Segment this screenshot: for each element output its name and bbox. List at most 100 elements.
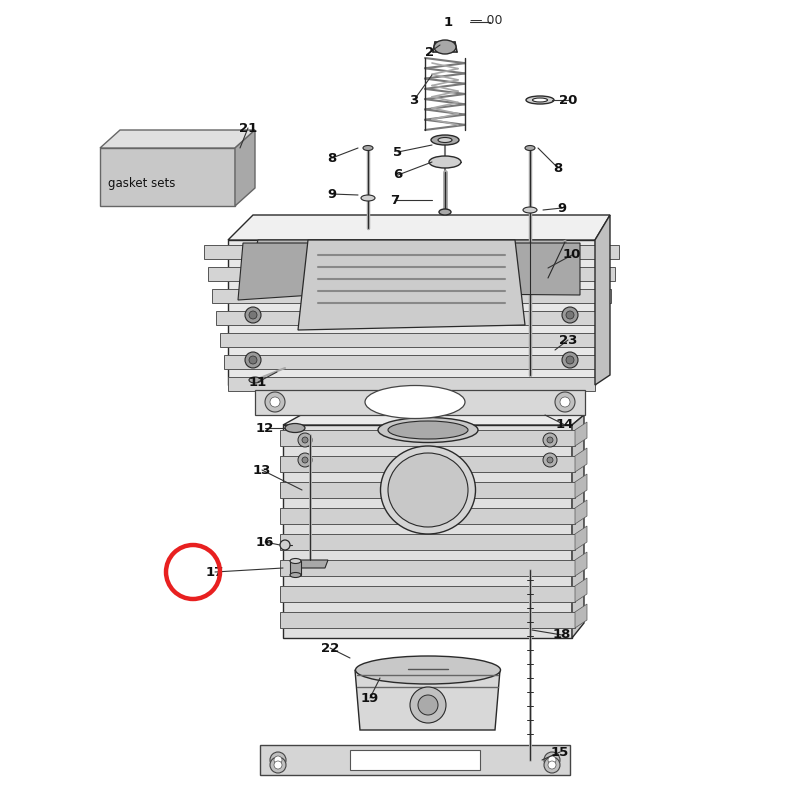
- Polygon shape: [204, 245, 619, 259]
- Circle shape: [298, 453, 312, 467]
- Circle shape: [543, 453, 557, 467]
- Circle shape: [274, 756, 282, 764]
- Polygon shape: [575, 552, 587, 576]
- Ellipse shape: [439, 209, 451, 215]
- Polygon shape: [575, 500, 587, 524]
- Text: 13: 13: [253, 463, 271, 477]
- Bar: [290, 561, 301, 575]
- Circle shape: [410, 687, 446, 723]
- Polygon shape: [228, 377, 595, 391]
- Text: 9: 9: [327, 187, 337, 201]
- Text: 21: 21: [239, 122, 257, 134]
- Circle shape: [562, 352, 578, 368]
- Polygon shape: [280, 560, 575, 576]
- Circle shape: [302, 457, 308, 463]
- Polygon shape: [575, 422, 587, 446]
- Ellipse shape: [249, 377, 261, 383]
- Text: 6: 6: [394, 169, 402, 182]
- Text: 5: 5: [394, 146, 402, 158]
- Ellipse shape: [429, 156, 461, 168]
- Circle shape: [548, 756, 556, 764]
- Ellipse shape: [285, 423, 305, 433]
- Ellipse shape: [431, 135, 459, 145]
- Ellipse shape: [363, 146, 373, 150]
- Text: 12: 12: [256, 422, 274, 434]
- Text: 8: 8: [327, 151, 337, 165]
- Polygon shape: [280, 508, 575, 524]
- Circle shape: [548, 761, 556, 769]
- Polygon shape: [280, 534, 575, 550]
- Circle shape: [245, 352, 261, 368]
- Polygon shape: [338, 243, 580, 295]
- Ellipse shape: [388, 453, 468, 527]
- Text: 14: 14: [556, 418, 574, 431]
- Polygon shape: [355, 670, 500, 730]
- Ellipse shape: [526, 96, 554, 104]
- Circle shape: [555, 392, 575, 412]
- Circle shape: [560, 397, 570, 407]
- Text: — 00: — 00: [470, 14, 502, 26]
- Polygon shape: [575, 578, 587, 602]
- Text: 8: 8: [554, 162, 562, 174]
- Polygon shape: [224, 355, 599, 369]
- Polygon shape: [228, 215, 610, 240]
- Text: 19: 19: [361, 691, 379, 705]
- Circle shape: [270, 752, 286, 768]
- Polygon shape: [283, 425, 572, 638]
- Ellipse shape: [388, 421, 468, 439]
- Ellipse shape: [523, 207, 537, 213]
- Circle shape: [249, 311, 257, 319]
- Polygon shape: [575, 448, 587, 472]
- Circle shape: [302, 437, 308, 443]
- Ellipse shape: [525, 146, 535, 150]
- Circle shape: [547, 437, 553, 443]
- Text: 18: 18: [553, 629, 571, 642]
- Polygon shape: [575, 604, 587, 628]
- Polygon shape: [280, 456, 575, 472]
- Polygon shape: [100, 148, 235, 206]
- Polygon shape: [575, 526, 587, 550]
- Polygon shape: [283, 415, 584, 425]
- Polygon shape: [280, 482, 575, 498]
- Polygon shape: [255, 390, 585, 415]
- Ellipse shape: [533, 98, 547, 102]
- Polygon shape: [235, 130, 255, 206]
- Polygon shape: [280, 612, 575, 628]
- Ellipse shape: [438, 138, 452, 142]
- Ellipse shape: [290, 573, 301, 578]
- Text: 11: 11: [249, 375, 267, 389]
- Polygon shape: [248, 240, 575, 275]
- Circle shape: [562, 307, 578, 323]
- Circle shape: [547, 457, 553, 463]
- Text: 16: 16: [256, 535, 274, 549]
- Text: gasket sets: gasket sets: [108, 178, 175, 190]
- Circle shape: [249, 356, 257, 364]
- Polygon shape: [575, 474, 587, 498]
- Circle shape: [418, 695, 438, 715]
- Circle shape: [274, 761, 282, 769]
- Text: 23: 23: [559, 334, 577, 346]
- Ellipse shape: [361, 195, 375, 201]
- Text: 2: 2: [426, 46, 434, 58]
- Circle shape: [280, 540, 290, 550]
- Polygon shape: [228, 240, 595, 385]
- Ellipse shape: [378, 418, 478, 442]
- Ellipse shape: [434, 40, 456, 54]
- Polygon shape: [100, 130, 255, 148]
- Text: 20: 20: [559, 94, 577, 106]
- Text: 17: 17: [206, 566, 224, 578]
- Polygon shape: [292, 560, 328, 568]
- Polygon shape: [216, 311, 607, 325]
- Ellipse shape: [355, 656, 501, 684]
- Polygon shape: [350, 750, 480, 770]
- Text: 3: 3: [410, 94, 418, 106]
- Circle shape: [265, 392, 285, 412]
- Polygon shape: [212, 289, 611, 303]
- Polygon shape: [238, 243, 323, 300]
- Polygon shape: [280, 586, 575, 602]
- Polygon shape: [220, 333, 603, 347]
- Ellipse shape: [365, 386, 465, 418]
- Text: 10: 10: [563, 249, 581, 262]
- Circle shape: [544, 752, 560, 768]
- Circle shape: [270, 757, 286, 773]
